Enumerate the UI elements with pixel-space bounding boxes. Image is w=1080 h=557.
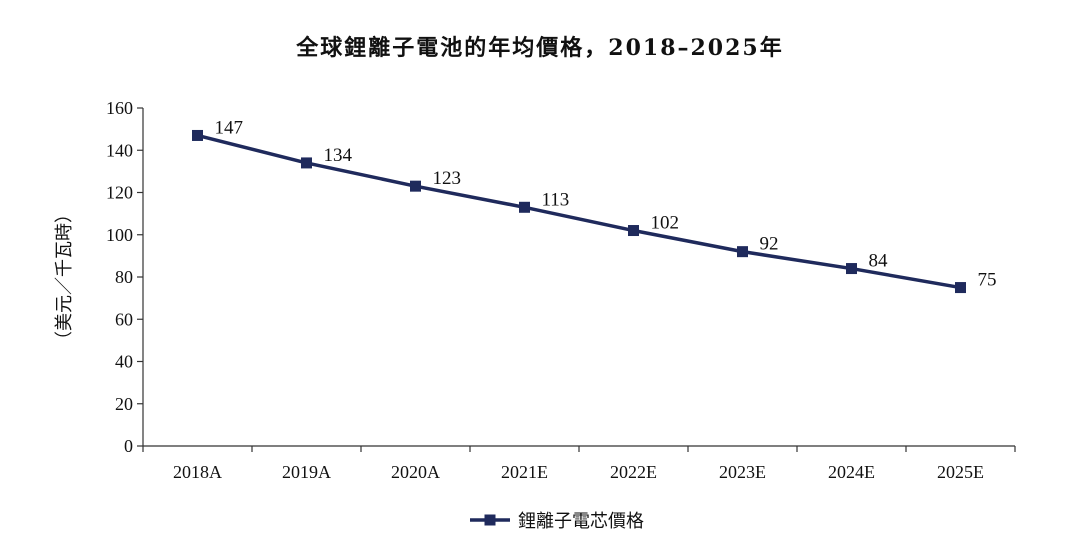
x-tick-label: 2021E [501, 462, 548, 482]
x-tick-label: 2018A [173, 462, 222, 482]
data-label: 75 [978, 270, 997, 291]
data-label: 84 [869, 251, 889, 272]
x-tick-label: 2023E [719, 462, 766, 482]
x-tick-label: 2020A [391, 462, 440, 482]
y-tick-label: 140 [106, 140, 133, 160]
y-tick-label: 60 [115, 309, 133, 329]
data-label: 123 [433, 168, 462, 189]
y-tick-label: 80 [115, 267, 133, 287]
series-line [197, 133, 961, 290]
y-axis-label: （美元／千瓦時） [54, 205, 75, 349]
data-point [301, 157, 312, 169]
x-tick-label: 2025E [937, 462, 984, 482]
y-tick-label: 160 [106, 98, 133, 118]
data-label: 113 [542, 189, 570, 210]
y-tick-label: 0 [124, 436, 133, 456]
data-label: 134 [324, 145, 353, 166]
y-tick-label: 20 [115, 394, 133, 414]
data-point [192, 129, 203, 141]
x-tick-label: 2022E [610, 462, 657, 482]
data-point [628, 225, 639, 237]
legend-label: 鋰離子電芯價格 [518, 511, 644, 532]
data-point [410, 180, 421, 192]
chart-title: 全球鋰離子電池的年均價格，2018–2025年 [296, 35, 784, 61]
data-point [846, 263, 857, 275]
data-point [737, 246, 748, 258]
y-tick-label: 120 [106, 183, 133, 203]
legend-marker [484, 514, 496, 526]
data-label: 102 [651, 213, 680, 234]
data-label: 92 [760, 234, 779, 255]
x-tick-label: 2019A [282, 462, 331, 482]
y-tick-label: 40 [115, 352, 133, 372]
data-label: 147 [215, 117, 244, 138]
data-point [955, 282, 966, 294]
y-tick-label: 100 [106, 225, 133, 245]
data-point [519, 201, 530, 213]
x-tick-label: 2024E [828, 462, 875, 482]
